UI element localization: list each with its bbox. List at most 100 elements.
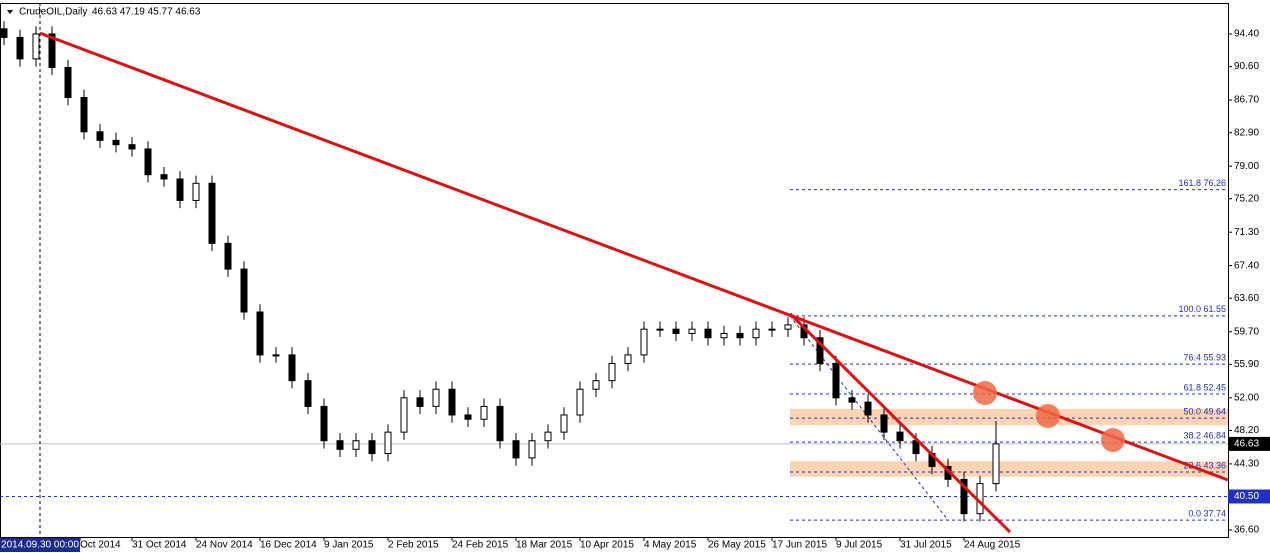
x-tick-label: 16 Dec 2014	[260, 540, 317, 551]
y-tick-label: 48.20	[1234, 425, 1259, 436]
x-tick-label: 9 Jan 2015	[324, 540, 374, 551]
candle-body	[384, 431, 392, 455]
candle-body	[992, 443, 1000, 485]
y-tick-label: 52.00	[1234, 392, 1259, 403]
x-tick-label: 17 Jun 2015	[772, 540, 827, 551]
ohlc-text: 46.63 47.19 45.77 46.63	[92, 7, 201, 18]
candle-body	[512, 440, 520, 459]
x-tick-label: 4 May 2015	[644, 540, 697, 551]
candle-body	[784, 324, 792, 330]
marker-circle	[1101, 428, 1125, 453]
x-tick-label: 24 Nov 2014	[196, 540, 253, 551]
candle-body	[64, 66, 72, 98]
candle-body	[256, 311, 264, 356]
candle-body	[336, 440, 344, 450]
candle-body	[16, 36, 24, 60]
y-tick-label: 79.00	[1234, 161, 1259, 172]
y-tick-label: 63.60	[1234, 293, 1259, 304]
candle-body	[544, 431, 552, 442]
x-tick-label: 31 Jul 2015	[900, 540, 952, 551]
y-tick-label: 86.70	[1234, 95, 1259, 106]
marker-circle	[1036, 404, 1060, 429]
candle-body	[496, 405, 504, 442]
candle-body	[464, 414, 472, 420]
candle-body	[864, 401, 872, 416]
chart-title: CrudeOIL,Daily	[19, 7, 87, 18]
candle-body	[400, 397, 408, 433]
plot-frame	[0, 3, 1229, 538]
x-tick-label: 9 Jul 2015	[836, 540, 883, 551]
candle-body	[624, 354, 632, 364]
x-tick-label: 26 May 2015	[708, 540, 766, 551]
x-tick-label: 10 Apr 2015	[580, 540, 634, 551]
candle-body	[176, 178, 184, 201]
candle-body	[80, 96, 88, 133]
candle-body	[432, 388, 440, 407]
y-tick-label: 59.70	[1234, 326, 1259, 337]
trendline	[788, 312, 1012, 534]
x-tick-label: 31 Oct 2014	[132, 540, 187, 551]
candle-body	[576, 388, 584, 416]
fib-label: 161.8 76.26	[1178, 178, 1226, 188]
candle-body	[768, 328, 776, 331]
candle-body	[592, 380, 600, 390]
candle-body	[0, 28, 8, 38]
candle-body	[848, 397, 856, 403]
candle-body	[480, 405, 488, 420]
candle-body	[48, 33, 56, 68]
candle-body	[192, 182, 200, 201]
trendline	[39, 31, 1229, 482]
candle-body	[656, 328, 664, 331]
candle-body	[288, 354, 296, 382]
level-box	[1228, 489, 1270, 504]
candle-body	[112, 139, 120, 146]
fib-label: 23.6 43.36	[1183, 460, 1226, 470]
candle-body	[672, 328, 680, 334]
menu-arrow[interactable]	[7, 10, 13, 14]
y-tick-label: 67.40	[1234, 260, 1259, 271]
fib-zone	[790, 461, 1228, 477]
crosshair-label: 2014.09.30 00:00	[1, 540, 79, 551]
marker-circle	[973, 381, 997, 406]
x-tick-label: 2 Feb 2015	[388, 540, 439, 551]
candle-body	[816, 337, 824, 364]
fib-diagonal	[789, 315, 949, 521]
candle-body	[896, 431, 904, 442]
x-tick-label: 24 Aug 2015	[964, 540, 1021, 551]
y-tick-label: 36.60	[1234, 525, 1259, 536]
candle-body	[736, 332, 744, 339]
candle-body	[880, 414, 888, 433]
candle-body	[528, 440, 536, 459]
candle-body	[352, 440, 360, 450]
fib-label: 50.0 49.64	[1183, 406, 1226, 416]
candle-body	[160, 174, 168, 180]
y-tick-label: 71.30	[1234, 227, 1259, 238]
candle-body	[224, 242, 232, 270]
x-tick-label: 24 Feb 2015	[452, 540, 509, 551]
candle-body	[704, 328, 712, 339]
candle-body	[240, 268, 248, 313]
fib-label: 38.2 46.84	[1183, 430, 1226, 440]
candle-body	[608, 362, 616, 382]
fib-zone	[790, 408, 1228, 426]
candle-body	[560, 414, 568, 433]
candle-body	[32, 33, 40, 60]
last-price-label: 46.63	[1234, 439, 1259, 450]
candle-body	[640, 328, 648, 356]
candle-body	[832, 362, 840, 399]
crosshair-box	[0, 538, 80, 552]
y-tick-label: 75.20	[1234, 193, 1259, 204]
candle-body	[448, 388, 456, 416]
last-price-box	[1228, 436, 1270, 451]
y-tick-label: 82.90	[1234, 127, 1259, 138]
candle-body	[320, 405, 328, 442]
candle-body	[368, 440, 376, 455]
y-tick-label: 55.90	[1234, 359, 1259, 370]
candle-body	[144, 148, 152, 176]
fib-label: 61.8 52.45	[1183, 382, 1226, 392]
candle-body	[208, 182, 216, 244]
level-label: 40.50	[1234, 491, 1259, 502]
candle-body	[272, 354, 280, 357]
candle-body	[960, 478, 968, 515]
